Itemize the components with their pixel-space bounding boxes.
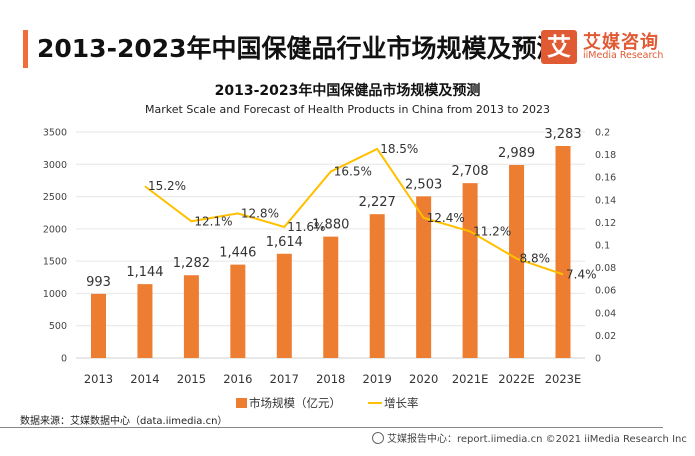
chart-subtitle: Market Scale and Forecast of Health Prod…	[145, 103, 550, 116]
x-tick-label: 2021E	[452, 372, 489, 386]
y-right-tick-label: 0.12	[595, 218, 616, 229]
legend-bar-swatch	[236, 398, 247, 408]
bar-value-label: 993	[86, 275, 111, 290]
y-left-tick-label: 2000	[43, 224, 67, 235]
x-axis: 2013 2014 2015 2016 2017 2018 2019 2020 2021E 202…	[84, 372, 581, 386]
line-value-label: 12.4%	[427, 211, 465, 225]
x-tick-label: 2013	[84, 372, 113, 386]
legend: 市场规模（亿元） 增长率	[236, 396, 419, 410]
bar-value-label: 2,989	[498, 146, 535, 161]
footer: 艾媒报告中心：report.iimedia.cn ©2021 iiMedia R…	[372, 430, 687, 445]
bar	[230, 264, 246, 358]
x-tick-label: 2017	[270, 372, 299, 386]
y-right-tick-label: 0.16	[595, 173, 616, 184]
footer-text: 艾媒报告中心：report.iimedia.cn ©2021 iiMedia R…	[387, 434, 687, 445]
legend-line-label: 增长率	[384, 396, 419, 410]
x-tick-label: 2015	[177, 372, 206, 386]
logo-icon: 艾	[541, 30, 577, 64]
y-right-tick-label: 0.06	[595, 286, 616, 297]
title-accent-bar	[23, 30, 28, 68]
line-value-label: 11.6%	[287, 220, 325, 234]
chart-title: 2013-2023年中国保健品市场规模及预测	[214, 83, 481, 99]
y-right-tick-label: 0.02	[595, 331, 616, 342]
line-value-label: 11.2%	[473, 224, 511, 238]
y-axis-left: 0 500 1000 1500 2000 2500 3000 3500	[43, 128, 67, 365]
y-left-tick-label: 3500	[43, 128, 67, 139]
bar-value-label: 1,614	[266, 235, 303, 250]
line-value-label: 8.8%	[520, 252, 551, 266]
bar-value-label: 2,227	[359, 195, 396, 210]
logo-name-en: iiMedia Research	[583, 50, 664, 61]
bar-value-label: 2,708	[451, 164, 488, 179]
y-left-tick-label: 2500	[43, 192, 67, 203]
bar	[462, 183, 478, 358]
bar-value-label: 1,446	[219, 246, 256, 261]
logo-name-cn: 艾媒咨询	[583, 32, 659, 53]
iimedia-logo: 艾 艾媒咨询 iiMedia Research	[541, 30, 664, 66]
bar	[183, 275, 199, 358]
bar	[416, 196, 432, 358]
x-tick-label: 2018	[316, 372, 345, 386]
y-right-tick-label: 0.18	[595, 150, 616, 161]
x-tick-label: 2019	[363, 372, 392, 386]
y-right-tick-label: 0.04	[595, 308, 616, 319]
y-left-tick-label: 1500	[43, 257, 67, 268]
bar	[276, 253, 292, 358]
y-right-tick-label: 0.08	[595, 263, 616, 274]
y-right-tick-label: 0	[595, 354, 601, 365]
line-value-label: 18.5%	[380, 142, 418, 156]
bar	[323, 236, 339, 358]
bar-value-label: 1,880	[312, 218, 349, 233]
x-tick-label: 2020	[409, 372, 438, 386]
y-left-tick-label: 1000	[43, 289, 67, 300]
bar	[509, 164, 525, 358]
report-center-icon	[372, 432, 384, 444]
y-right-tick-label: 0.14	[595, 195, 616, 206]
bar	[91, 293, 106, 358]
bar	[369, 214, 385, 358]
x-tick-label: 2014	[130, 372, 159, 386]
bar-value-label: 2,503	[405, 177, 442, 192]
data-source: 数据来源：艾媒数据中心（data.iimedia.cn）	[20, 416, 228, 427]
x-tick-label: 2016	[223, 372, 252, 386]
bar-labels: 993 1,144 1,282 1,446 1,614 1,880 2,227 2,503 2,…	[86, 127, 582, 290]
line-labels: 15.2% 12.1% 12.8% 11.6% 16.5% 18.5% 12.4% 11.2%…	[148, 142, 597, 281]
y-left-tick-label: 0	[61, 354, 67, 365]
bar-value-label: 1,282	[173, 256, 210, 271]
bar	[555, 146, 571, 358]
x-tick-label: 2023E	[545, 372, 582, 386]
growth-rate-line	[144, 147, 564, 276]
line-series	[144, 147, 564, 276]
bar-series	[91, 146, 571, 358]
legend-bar-label: 市场规模（亿元）	[249, 396, 341, 410]
bar-value-label: 1,144	[126, 265, 163, 280]
line-value-label: 15.2%	[148, 179, 186, 193]
y-left-tick-label: 3000	[43, 160, 67, 171]
footer-divider	[0, 427, 663, 428]
bar	[137, 284, 153, 358]
page-title: 2013-2023年中国保健品行业市场规模及预测	[37, 34, 562, 63]
line-value-label: 7.4%	[566, 267, 597, 281]
y-axis-right: 0 0.02 0.04 0.06 0.08 0.1 0.12 0.14 0.16 0.18 0.2	[595, 128, 616, 365]
y-left-tick-label: 500	[49, 321, 67, 332]
line-value-label: 12.1%	[194, 214, 232, 228]
line-value-label: 16.5%	[334, 165, 372, 179]
bar-value-label: 3,283	[544, 127, 581, 142]
line-value-label: 12.8%	[241, 206, 279, 220]
y-right-tick-label: 0.1	[595, 241, 610, 252]
x-tick-label: 2022E	[498, 372, 535, 386]
y-right-tick-label: 0.2	[595, 128, 610, 139]
